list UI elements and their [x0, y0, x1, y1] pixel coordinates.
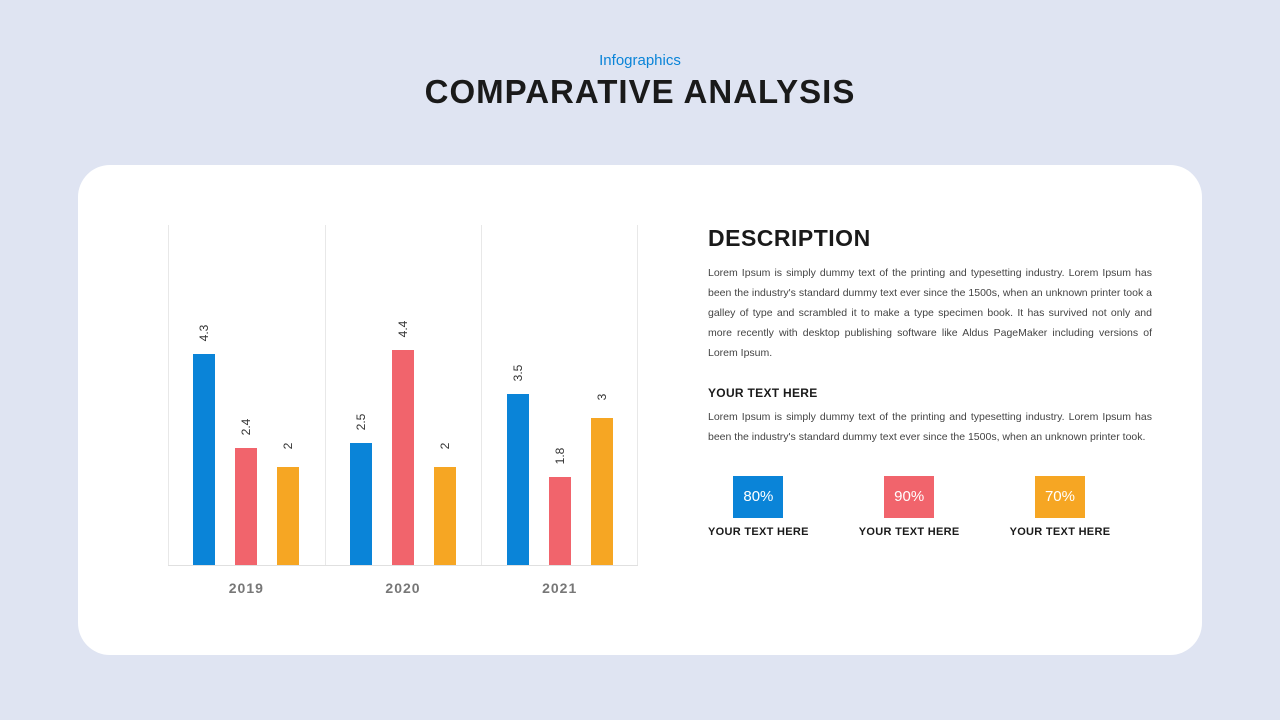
stat-item: 90% YOUR TEXT HERE	[859, 476, 960, 538]
sub-section-title: YOUR TEXT HERE	[708, 386, 1152, 400]
x-axis-label: 2019	[168, 580, 325, 596]
group-divider	[325, 225, 326, 565]
content-card: 4.3 2.4 2 2.5 4.4 2 3.5 1.8 3 201920202021 DESCR…	[78, 165, 1202, 655]
bar: 2	[434, 467, 456, 565]
bar-value-label: 1.8	[553, 448, 567, 465]
bar-value-label: 2.5	[354, 413, 368, 430]
chart-area: 4.3 2.4 2 2.5 4.4 2 3.5 1.8 3 201920202021	[168, 225, 638, 615]
stat-item: 70% YOUR TEXT HERE	[1010, 476, 1111, 538]
bar-chart: 4.3 2.4 2 2.5 4.4 2 3.5 1.8 3	[168, 225, 638, 565]
bar: 2.5	[350, 443, 372, 565]
page-title: COMPARATIVE ANALYSIS	[0, 73, 1280, 111]
stat-label: YOUR TEXT HERE	[1010, 526, 1111, 538]
stat-value-box: 80%	[733, 476, 783, 518]
x-axis-label: 2020	[325, 580, 482, 596]
bar-value-label: 2.4	[239, 418, 253, 435]
bar-value-label: 2	[281, 443, 295, 450]
bar: 3	[591, 418, 613, 565]
bar: 2.4	[235, 448, 257, 566]
bar-group: 3.5 1.8 3	[481, 225, 638, 565]
bar: 2	[277, 467, 299, 565]
x-axis-labels: 201920202021	[168, 580, 638, 596]
bar: 3.5	[507, 394, 529, 565]
description-title: DESCRIPTION	[708, 225, 1152, 252]
x-axis	[168, 565, 638, 566]
stat-value-box: 70%	[1035, 476, 1085, 518]
bar-value-label: 4.4	[396, 320, 410, 337]
stat-label: YOUR TEXT HERE	[708, 526, 809, 538]
stat-label: YOUR TEXT HERE	[859, 526, 960, 538]
stat-value-box: 90%	[884, 476, 934, 518]
subtitle: Infographics	[0, 52, 1280, 69]
group-divider	[481, 225, 482, 565]
bar: 4.3	[193, 354, 215, 565]
stat-item: 80% YOUR TEXT HERE	[708, 476, 809, 538]
group-divider	[637, 225, 638, 565]
bar: 4.4	[392, 350, 414, 565]
bar-group: 4.3 2.4 2	[168, 225, 325, 565]
group-divider	[168, 225, 169, 565]
x-axis-label: 2021	[481, 580, 638, 596]
bar-group: 2.5 4.4 2	[325, 225, 482, 565]
bar-value-label: 3.5	[511, 364, 525, 381]
bar-value-label: 3	[595, 394, 609, 401]
stats-row: 80% YOUR TEXT HERE 90% YOUR TEXT HERE 70% YOU…	[708, 476, 1152, 538]
description-body: Lorem Ipsum is simply dummy text of the …	[708, 264, 1152, 364]
bar-value-label: 4.3	[197, 325, 211, 342]
description-area: DESCRIPTION Lorem Ipsum is simply dummy …	[638, 225, 1152, 615]
sub-section-body: Lorem Ipsum is simply dummy text of the …	[708, 408, 1152, 448]
header: Infographics COMPARATIVE ANALYSIS	[0, 0, 1280, 111]
bar: 1.8	[549, 477, 571, 565]
bar-value-label: 2	[438, 443, 452, 450]
